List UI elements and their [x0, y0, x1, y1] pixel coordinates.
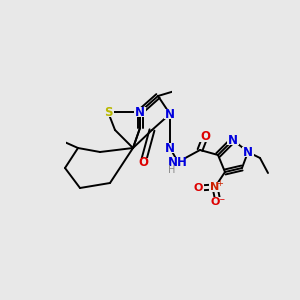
Text: N: N	[165, 142, 175, 154]
Text: N: N	[165, 107, 175, 121]
Text: H: H	[168, 165, 176, 175]
Text: N: N	[210, 182, 220, 192]
Text: O: O	[200, 130, 210, 143]
FancyBboxPatch shape	[134, 107, 146, 117]
FancyBboxPatch shape	[164, 143, 176, 153]
FancyBboxPatch shape	[199, 132, 211, 142]
FancyBboxPatch shape	[102, 107, 114, 117]
Text: O: O	[138, 157, 148, 169]
FancyBboxPatch shape	[227, 135, 239, 145]
FancyBboxPatch shape	[209, 182, 221, 192]
Text: N: N	[135, 106, 145, 118]
FancyBboxPatch shape	[54, 135, 66, 145]
Text: NH: NH	[168, 155, 188, 169]
FancyBboxPatch shape	[212, 197, 224, 207]
FancyBboxPatch shape	[172, 85, 184, 95]
FancyBboxPatch shape	[164, 109, 176, 119]
FancyBboxPatch shape	[168, 167, 176, 173]
FancyBboxPatch shape	[172, 157, 184, 167]
FancyBboxPatch shape	[242, 147, 254, 157]
Text: N: N	[243, 146, 253, 158]
Text: O: O	[193, 183, 203, 193]
Text: N: N	[228, 134, 238, 146]
Text: S: S	[104, 106, 112, 118]
FancyBboxPatch shape	[137, 158, 149, 168]
FancyBboxPatch shape	[192, 183, 204, 193]
Text: +: +	[217, 179, 224, 188]
Text: O⁻: O⁻	[210, 197, 226, 207]
